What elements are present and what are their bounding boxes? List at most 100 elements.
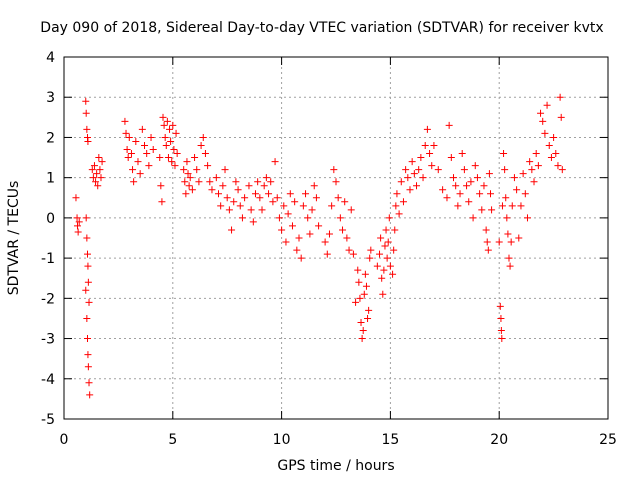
data-point — [302, 190, 310, 198]
data-point — [90, 162, 98, 170]
data-point — [406, 186, 414, 194]
data-point — [423, 125, 431, 133]
data-point — [497, 327, 505, 335]
x-tick-label: 15 — [381, 432, 399, 448]
data-point — [160, 121, 168, 129]
data-point — [534, 162, 542, 170]
data-point — [391, 226, 399, 234]
data-point — [195, 178, 203, 186]
data-point — [541, 129, 549, 137]
data-point — [89, 174, 97, 182]
data-point — [170, 146, 178, 154]
data-point — [230, 198, 238, 206]
data-point — [380, 266, 388, 274]
data-point — [450, 174, 458, 182]
data-point — [381, 242, 389, 250]
data-point — [439, 186, 447, 194]
data-point — [358, 335, 366, 343]
data-point — [265, 190, 273, 198]
data-point — [367, 246, 375, 254]
data-point — [251, 190, 259, 198]
data-point — [84, 278, 92, 286]
data-point — [473, 174, 481, 182]
data-point — [199, 133, 207, 141]
data-point — [315, 222, 323, 230]
x-tick-label: 20 — [490, 432, 508, 448]
data-point — [167, 137, 175, 145]
data-point — [260, 182, 268, 190]
data-point — [558, 166, 566, 174]
data-point — [510, 174, 518, 182]
data-point — [507, 238, 515, 246]
data-point — [278, 226, 286, 234]
data-point — [556, 93, 564, 101]
data-point — [503, 214, 511, 222]
data-point — [513, 186, 521, 194]
data-point — [147, 133, 155, 141]
data-point — [445, 121, 453, 129]
data-point — [204, 162, 212, 170]
data-point — [325, 230, 333, 238]
data-point — [291, 198, 299, 206]
data-point — [267, 178, 275, 186]
data-point — [485, 170, 493, 178]
data-point — [382, 226, 390, 234]
data-point — [234, 186, 242, 194]
data-point — [501, 166, 509, 174]
data-point — [428, 162, 436, 170]
data-point — [271, 158, 279, 166]
data-point — [286, 190, 294, 198]
data-point — [304, 214, 312, 222]
data-point — [458, 150, 466, 158]
data-point — [352, 298, 360, 306]
data-point — [341, 198, 349, 206]
data-point — [471, 162, 479, 170]
data-point — [321, 238, 329, 246]
plot-frame — [63, 56, 609, 420]
data-point — [345, 246, 353, 254]
data-point — [497, 314, 505, 322]
data-point — [121, 117, 129, 125]
data-point — [452, 182, 460, 190]
data-point — [486, 190, 494, 198]
data-point — [366, 254, 374, 262]
data-point — [293, 246, 301, 254]
data-point — [495, 238, 503, 246]
data-point — [85, 298, 93, 306]
data-point — [288, 222, 296, 230]
data-point — [426, 150, 434, 158]
data-point — [354, 266, 362, 274]
data-point — [84, 250, 92, 258]
data-point — [308, 206, 316, 214]
data-point — [362, 282, 370, 290]
data-point — [360, 290, 368, 298]
data-point — [145, 162, 153, 170]
data-point — [379, 290, 387, 298]
y-tick-label: -4 — [41, 372, 55, 388]
data-point — [197, 141, 205, 149]
data-point — [83, 314, 91, 322]
data-point — [159, 113, 167, 121]
data-point — [488, 206, 496, 214]
data-point — [328, 202, 336, 210]
data-point — [171, 162, 179, 170]
data-point — [482, 226, 490, 234]
data-point — [166, 125, 174, 133]
data-point — [184, 170, 192, 178]
data-point — [82, 109, 90, 117]
data-point — [456, 190, 464, 198]
data-point — [506, 262, 514, 270]
data-point — [143, 150, 151, 158]
data-point — [219, 182, 227, 190]
data-point — [181, 178, 189, 186]
data-point — [149, 146, 157, 154]
data-point — [408, 158, 416, 166]
data-point — [84, 262, 92, 270]
data-point — [86, 391, 94, 399]
data-point — [193, 166, 201, 174]
y-tick-label: -3 — [41, 332, 55, 348]
y-tick-label: -2 — [41, 291, 55, 307]
data-point — [123, 146, 131, 154]
data-point — [295, 234, 303, 242]
